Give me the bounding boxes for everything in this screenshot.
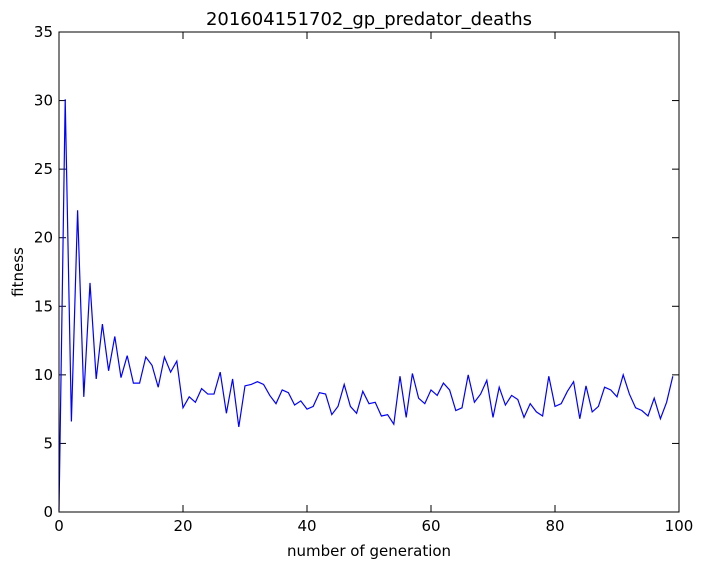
y-tick-label-7: 35: [34, 23, 53, 41]
x-tick-label-4: 80: [545, 517, 564, 535]
y-axis-label: fitness: [9, 247, 27, 297]
y-axis-ticks: 0 5 10 15 20 25 30 35: [34, 23, 679, 521]
chart-title: 201604151702_gp_predator_deaths: [206, 9, 532, 30]
x-tick-label-1: 20: [173, 517, 192, 535]
x-tick-label-0: 0: [54, 517, 64, 535]
y-tick-label-2: 10: [34, 366, 53, 384]
x-axis-ticks: 0 20 40 60 80 100: [54, 32, 693, 535]
y-tick-label-5: 25: [34, 160, 53, 178]
y-tick-label-4: 20: [34, 229, 53, 247]
y-tick-label-6: 30: [34, 92, 53, 110]
plot-frame: [58, 31, 680, 513]
y-tick-label-1: 5: [43, 434, 53, 452]
y-tick-label-0: 0: [43, 503, 53, 521]
x-tick-label-2: 40: [297, 517, 316, 535]
y-tick-label-3: 15: [34, 297, 53, 315]
plot-area: [59, 32, 679, 512]
x-tick-label-3: 60: [421, 517, 440, 535]
series-line: [58, 99, 674, 511]
x-tick-label-5: 100: [665, 517, 694, 535]
x-axis-label: number of generation: [287, 542, 451, 560]
